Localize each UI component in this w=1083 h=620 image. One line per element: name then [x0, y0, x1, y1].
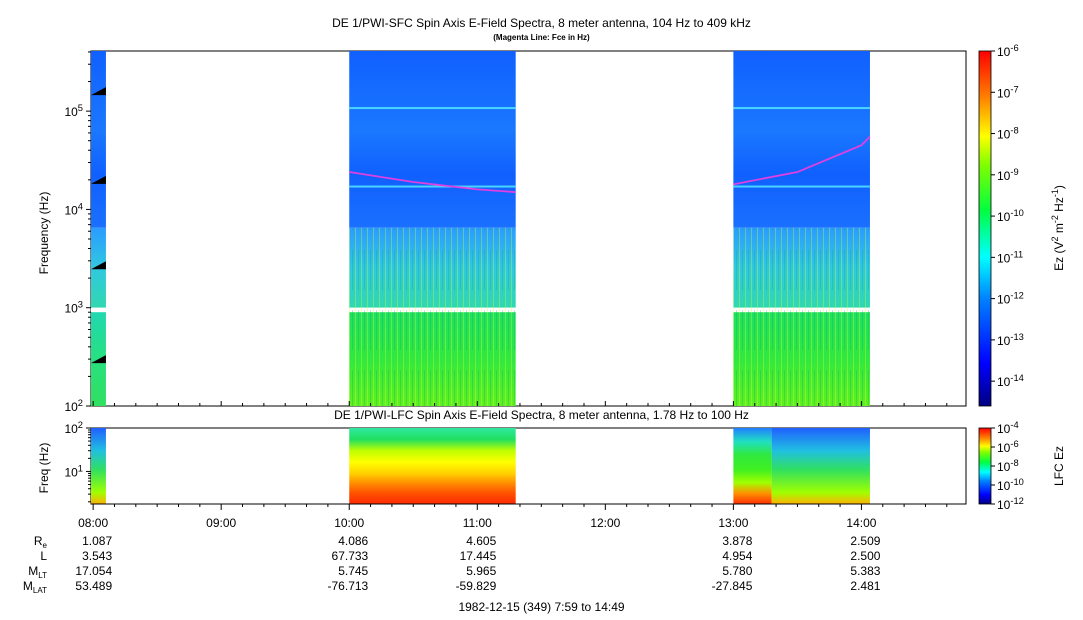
y-tick-label-3: 105: [64, 103, 83, 119]
fce-line-0: [349, 171, 516, 194]
bottom-colorbar-ticks: 10-4 10-6 10-8 10-10 10-12: [991, 420, 1024, 512]
top-data-interval-1: [349, 51, 516, 406]
bottom-data-interval-2: [733, 428, 870, 504]
ephemeris-table: Re 1.087 4.086 4.605 3.878 2.509 L 3.543 67.733 1…: [23, 534, 881, 595]
ephem-value-1-5: 2.500: [850, 549, 880, 563]
emission-streaks: [349, 227, 516, 406]
ephem-value-2-4: 5.780: [722, 564, 752, 578]
ephem-value-1-1: 67.733: [332, 549, 369, 563]
time-tick-label-5: 13:00: [718, 516, 748, 530]
high-freq-band: [91, 51, 106, 228]
bottom-panel-title: DE 1/PWI-LFC Spin Axis E-Field Spectra, …: [334, 408, 749, 422]
y-tick-label-0: 102: [64, 398, 83, 414]
gap-marker-1: [91, 175, 106, 184]
date-range-label: 1982-12-15 (349) 7:59 to 14:49: [458, 600, 625, 614]
cbar-tick-label-6: 10-12: [997, 291, 1024, 307]
cbar-tick-label-4: 10-12: [997, 496, 1024, 512]
time-tick-label-3: 11:00: [463, 516, 492, 530]
cbar-tick-label-2: 10-8: [997, 458, 1019, 474]
cbar-tick-label-0: 10-6: [997, 43, 1019, 59]
high-freq-band: [733, 51, 870, 228]
ephem-row-label-1: L: [40, 549, 47, 563]
spectral-line-0: [733, 185, 870, 188]
y-tick-label-0: 101: [64, 463, 83, 479]
ephem-row-label-0: Re: [34, 534, 48, 550]
ephem-value-1-4: 4.954: [722, 549, 752, 563]
top-panel-title: DE 1/PWI-SFC Spin Axis E-Field Spectra, …: [332, 16, 751, 30]
emission-streaks: [733, 227, 870, 406]
bottom-y-axis: 101 102: [64, 420, 91, 503]
y-tick-label-1: 102: [64, 420, 83, 436]
time-tick-label-4: 12:00: [590, 516, 620, 530]
ephem-value-0-0: 1.087: [82, 534, 112, 548]
top-panel-subtitle: (Magenta Line: Fce in Hz): [493, 33, 590, 42]
top-colorbar-label: Ez (V2 m-2 Hz-1): [1050, 185, 1066, 271]
spectral-line-1: [733, 107, 870, 110]
ephem-value-0-1: 4.086: [338, 534, 368, 548]
cbar-tick-label-3: 10-10: [997, 477, 1024, 493]
gap-marker-2: [91, 261, 106, 270]
cbar-tick-label-0: 10-4: [997, 420, 1019, 436]
high-freq-band: [349, 51, 516, 228]
ephem-value-3-4: -27.845: [712, 579, 753, 593]
ephem-value-3-2: -59.829: [456, 579, 497, 593]
cbar-tick-label-5: 10-11: [997, 249, 1023, 265]
time-tick-label-2: 10:00: [334, 516, 364, 530]
ephem-value-3-0: 53.489: [75, 579, 112, 593]
ephem-value-2-0: 17.054: [75, 564, 112, 578]
lfc-band: [349, 428, 516, 504]
cbar-tick-label-7: 10-13: [997, 332, 1024, 348]
gap-marker-0: [91, 87, 106, 96]
lfc-band-early: [733, 428, 772, 504]
ephem-value-0-4: 3.878: [722, 534, 752, 548]
ephem-value-0-2: 4.605: [466, 534, 496, 548]
cbar-tick-label-4: 10-10: [997, 208, 1024, 224]
y-tick-label-2: 104: [64, 201, 83, 217]
top-spectrogram-data: [91, 51, 871, 406]
lfc-band-late: [771, 428, 870, 504]
cbar-tick-label-1: 10-7: [997, 84, 1019, 100]
cbar-tick-label-2: 10-8: [997, 126, 1019, 142]
cbar-tick-label-3: 10-9: [997, 167, 1019, 183]
bottom-colorbar: [978, 427, 992, 505]
ephem-value-0-5: 2.509: [850, 534, 880, 548]
band-gap: [91, 307, 106, 313]
time-tick-label-6: 14:00: [846, 516, 876, 530]
ephem-value-2-2: 5.965: [466, 564, 496, 578]
fce-line-1: [733, 136, 871, 186]
cbar-tick-label-8: 10-14: [997, 373, 1024, 389]
top-colorbar: [978, 50, 992, 407]
top-data-interval-2: [733, 51, 870, 406]
ephem-value-1-2: 17.445: [460, 549, 497, 563]
y-tick-label-1: 103: [64, 300, 83, 316]
time-axis: 08:00 09:00 10:00 11:00 12:00 13:00 14:00: [78, 401, 966, 530]
top-data-interval-0: [91, 51, 106, 406]
top-y-axis-label: Frequency (Hz): [37, 192, 51, 275]
bottom-y-axis-label: Freq (Hz): [37, 443, 51, 494]
ephem-value-2-5: 5.383: [850, 564, 880, 578]
ephem-row-label-2: MLT: [28, 564, 47, 580]
bottom-data-interval-0: [91, 428, 106, 504]
spectral-line-1: [349, 107, 516, 110]
top-colorbar-ticks: 10-6 10-7 10-8 10-9 10-10 10-11 10-12 10-13 10-1…: [991, 43, 1024, 389]
top-y-axis: 102 103 104 105: [64, 51, 91, 414]
ephem-value-3-5: 2.481: [850, 579, 880, 593]
time-tick-label-0: 08:00: [78, 516, 108, 530]
spectral-line-0: [349, 185, 516, 188]
ephem-value-3-1: -76.713: [328, 579, 369, 593]
ephem-value-2-1: 5.745: [338, 564, 368, 578]
gap-marker-3: [91, 355, 106, 364]
cbar-tick-label-1: 10-6: [997, 439, 1019, 455]
bottom-spectrogram-data: [91, 428, 870, 504]
ephem-value-1-0: 3.543: [82, 549, 112, 563]
bottom-colorbar-label: LFC Ez: [1052, 446, 1066, 486]
lfc-band: [91, 428, 106, 504]
time-tick-label-1: 09:00: [206, 516, 236, 530]
bottom-data-interval-1: [349, 428, 516, 504]
ephem-row-label-3: MLAT: [23, 579, 47, 595]
